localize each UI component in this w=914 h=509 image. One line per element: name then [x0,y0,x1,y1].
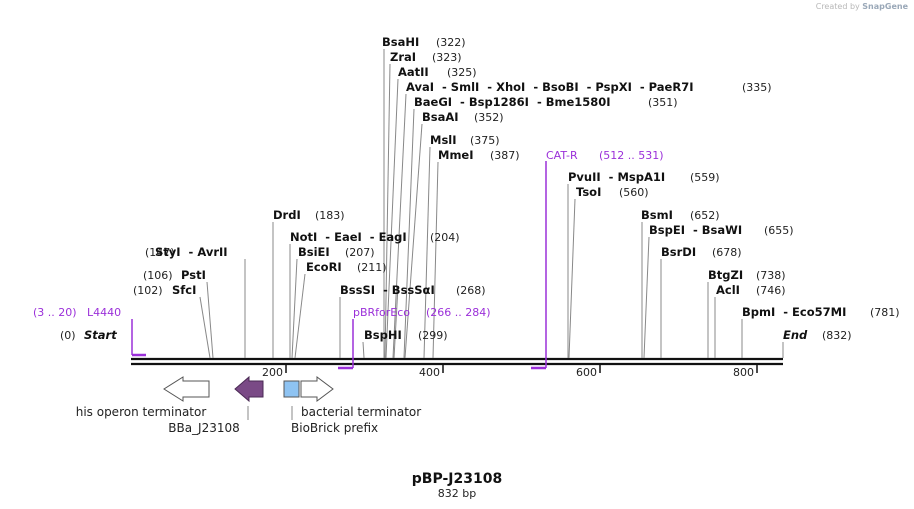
feature-label-bacterial-terminator: bacterial terminator [301,405,421,419]
leader-line [294,273,306,359]
enzyme-label: AclI [716,283,740,297]
enzyme-position: (106) [143,269,173,282]
leader-line [432,161,439,359]
enzyme-label: ZraI [390,50,416,64]
enzyme-label: NotI - EaeI - EagI [290,230,407,244]
leader-line [384,63,391,359]
enzyme-position: (325) [447,66,477,79]
enzyme-position: (211) [357,261,387,274]
leader-line [423,146,431,359]
enzyme-label: PvuII - MspA1I [568,170,665,184]
plasmid-name: pBP-J23108 [412,471,502,487]
axis: 200 400 600 800 [262,365,758,379]
enzyme-label: BsmI [641,208,673,222]
feature-label-bba-j23108: BBa_J23108 [168,421,240,435]
backbone [131,357,783,366]
enzyme-position: (559) [690,171,720,184]
primer-name: L4440 [87,306,121,319]
enzyme-label: DrdI [273,208,301,222]
enzyme-label: BsaHI [382,35,419,49]
leader-line [404,123,423,359]
enzyme-position: (207) [345,246,375,259]
leader-line [385,78,399,359]
enzyme-position: (268) [456,284,486,297]
start-label: Start [84,328,117,342]
enzyme-position: (655) [764,224,794,237]
enzyme-position: (102) [133,284,163,297]
enzyme-position: (375) [470,134,500,147]
enzyme-label: BssSI - BssSαI [340,283,435,297]
enzyme-label: BspHI [364,328,402,342]
enzyme-position: (322) [436,36,466,49]
snapgene-logo: SnapGene [862,2,908,11]
axis-tick-label: 200 [262,366,283,379]
bba-j23108-arrow [234,375,264,403]
feature-label-his-operon-terminator: his operon terminator [76,405,207,419]
enzyme-label: PstI [181,268,206,282]
enzyme-label: MslI [430,133,457,147]
leader-line [291,258,298,359]
enzyme-position: (335) [742,81,772,94]
axis-tick-label: 400 [419,366,440,379]
enzyme-position: (738) [756,269,786,282]
enzyme-label: MmeI [438,148,474,162]
primer-range: (512 .. 531) [599,149,664,162]
leader-line [568,198,576,359]
primers: (3 .. 20) L4440 pBRforEco (266 .. 284) C… [33,149,664,370]
enzyme-position: (652) [690,209,720,222]
enzyme-position: (204) [430,231,460,244]
watermark: Created by SnapGene [816,2,908,11]
axis-tick-label: 600 [576,366,597,379]
site-leader-lines [199,49,784,359]
enzyme-position: (781) [870,306,900,319]
leader-line [362,341,365,359]
enzyme-position: (746) [756,284,786,297]
leader-line [392,93,407,359]
enzyme-label: AvaI - SmlI - XhoI - BsoBI - PspXI - Pae… [406,80,693,94]
enzyme-position: (323) [432,51,462,64]
biobrick-prefix-box [283,380,300,398]
leader-line [393,285,399,359]
watermark-prefix: Created by [815,2,860,11]
leader-line [206,281,214,359]
bacterial-terminator-arrow [300,376,334,402]
end-label: End [783,328,808,342]
enzyme-position: (299) [418,329,448,342]
enzyme-position: (351) [648,96,678,109]
primer-name: CAT-R [546,149,578,162]
enzyme-position: (147) [145,246,175,259]
restriction-sites: BsaHI (322) ZraI (323) AatII (325) AvaI … [60,35,900,342]
enzyme-label: AatII [398,65,429,79]
enzyme-position: (560) [619,186,649,199]
enzyme-position: (678) [712,246,742,259]
end-position: (832) [822,329,852,342]
enzyme-label: BaeGI - Bsp1286I - Bme1580I [414,95,611,109]
enzyme-label: BsrDI [661,245,696,259]
enzyme-position: (387) [490,149,520,162]
leader-line [199,296,211,359]
enzyme-label: EcoRI [306,260,342,274]
enzyme-label: StyI - AvrII [155,245,228,259]
leader-line [403,108,415,359]
enzyme-position: (352) [474,111,504,124]
enzyme-label: BsiEI [298,245,330,259]
primer-range: (3 .. 20) [33,306,77,319]
enzyme-label: BsaAI [422,110,459,124]
enzyme-label: TsoI [576,185,601,199]
features: his operon terminator BBa_J23108 bacteri… [76,375,421,435]
primer-range: (266 .. 284) [426,306,491,319]
enzyme-label: BtgZI [708,268,743,282]
enzyme-position: (183) [315,209,345,222]
primer-name: pBRforEco [353,306,410,319]
leader-line [643,236,650,359]
enzyme-label: SfcI [172,283,196,297]
enzyme-label: BpmI - Eco57MI [742,305,846,319]
start-position: (0) [60,329,76,342]
plasmid-length: 832 bp [438,487,476,500]
feature-label-biobrick-prefix: BioBrick prefix [291,421,378,435]
enzyme-label: BspEI - BsaWI [649,223,742,237]
axis-tick-label: 800 [733,366,754,379]
his-operon-terminator-arrow [163,376,210,402]
